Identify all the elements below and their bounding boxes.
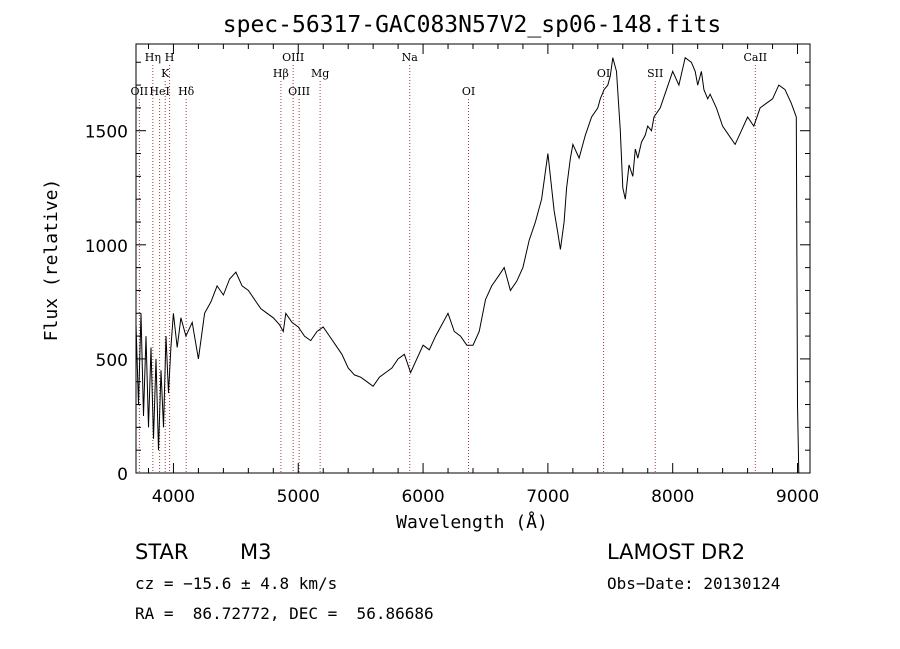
x-tick-label: 4000: [152, 487, 195, 507]
marker-label: Na: [402, 51, 419, 64]
marker-label: HeI: [149, 85, 169, 98]
marker-label: SII: [647, 67, 663, 80]
marker-label: OI: [462, 85, 475, 98]
marker-label: K: [161, 67, 170, 80]
x-tick-label: 8000: [651, 487, 694, 507]
y-axis-label: Flux (relative): [41, 179, 62, 342]
observation-date: Obs−Date: 20130124: [607, 574, 781, 593]
marker-label: Hδ: [178, 85, 195, 98]
axis-ticks: 4000 5000 6000 7000 8000 9000 0 500 1000 1500: [85, 44, 819, 507]
y-tick-label: 1500: [85, 123, 128, 143]
marker-label: OI: [597, 67, 610, 80]
y-tick-label: 500: [96, 351, 128, 371]
marker-label: H: [165, 51, 175, 64]
coordinates: RA = 86.72772, DEC = 56.86686: [135, 604, 434, 623]
object-class: STAR: [135, 540, 189, 564]
spectrum-line: [135, 56, 800, 474]
x-tick-label: 6000: [401, 487, 444, 507]
marker-label: OIII: [288, 85, 310, 98]
y-tick-label: 0: [117, 465, 128, 485]
chart-title: spec-56317-GAC083N57V2_sp06-148.fits: [223, 12, 722, 38]
survey-name: LAMOST DR2: [607, 540, 746, 564]
object-subclass: M3: [240, 540, 272, 564]
x-axis-label: Wavelength (Å): [396, 511, 548, 533]
x-tick-label: 7000: [526, 487, 569, 507]
marker-label: CaII: [743, 51, 767, 64]
x-tick-label: 5000: [277, 487, 320, 507]
plot-frame: [135, 43, 811, 474]
marker-label: OII: [131, 85, 149, 98]
marker-label: Mg: [311, 67, 329, 80]
x-tick-label: 9000: [776, 487, 819, 507]
redshift-velocity: cz = −15.6 ± 4.8 km/s: [135, 574, 338, 593]
y-tick-label: 1000: [85, 237, 128, 257]
marker-label: Hβ: [273, 67, 289, 80]
marker-label: OIII: [282, 51, 304, 64]
marker-label: Hη: [145, 51, 161, 64]
